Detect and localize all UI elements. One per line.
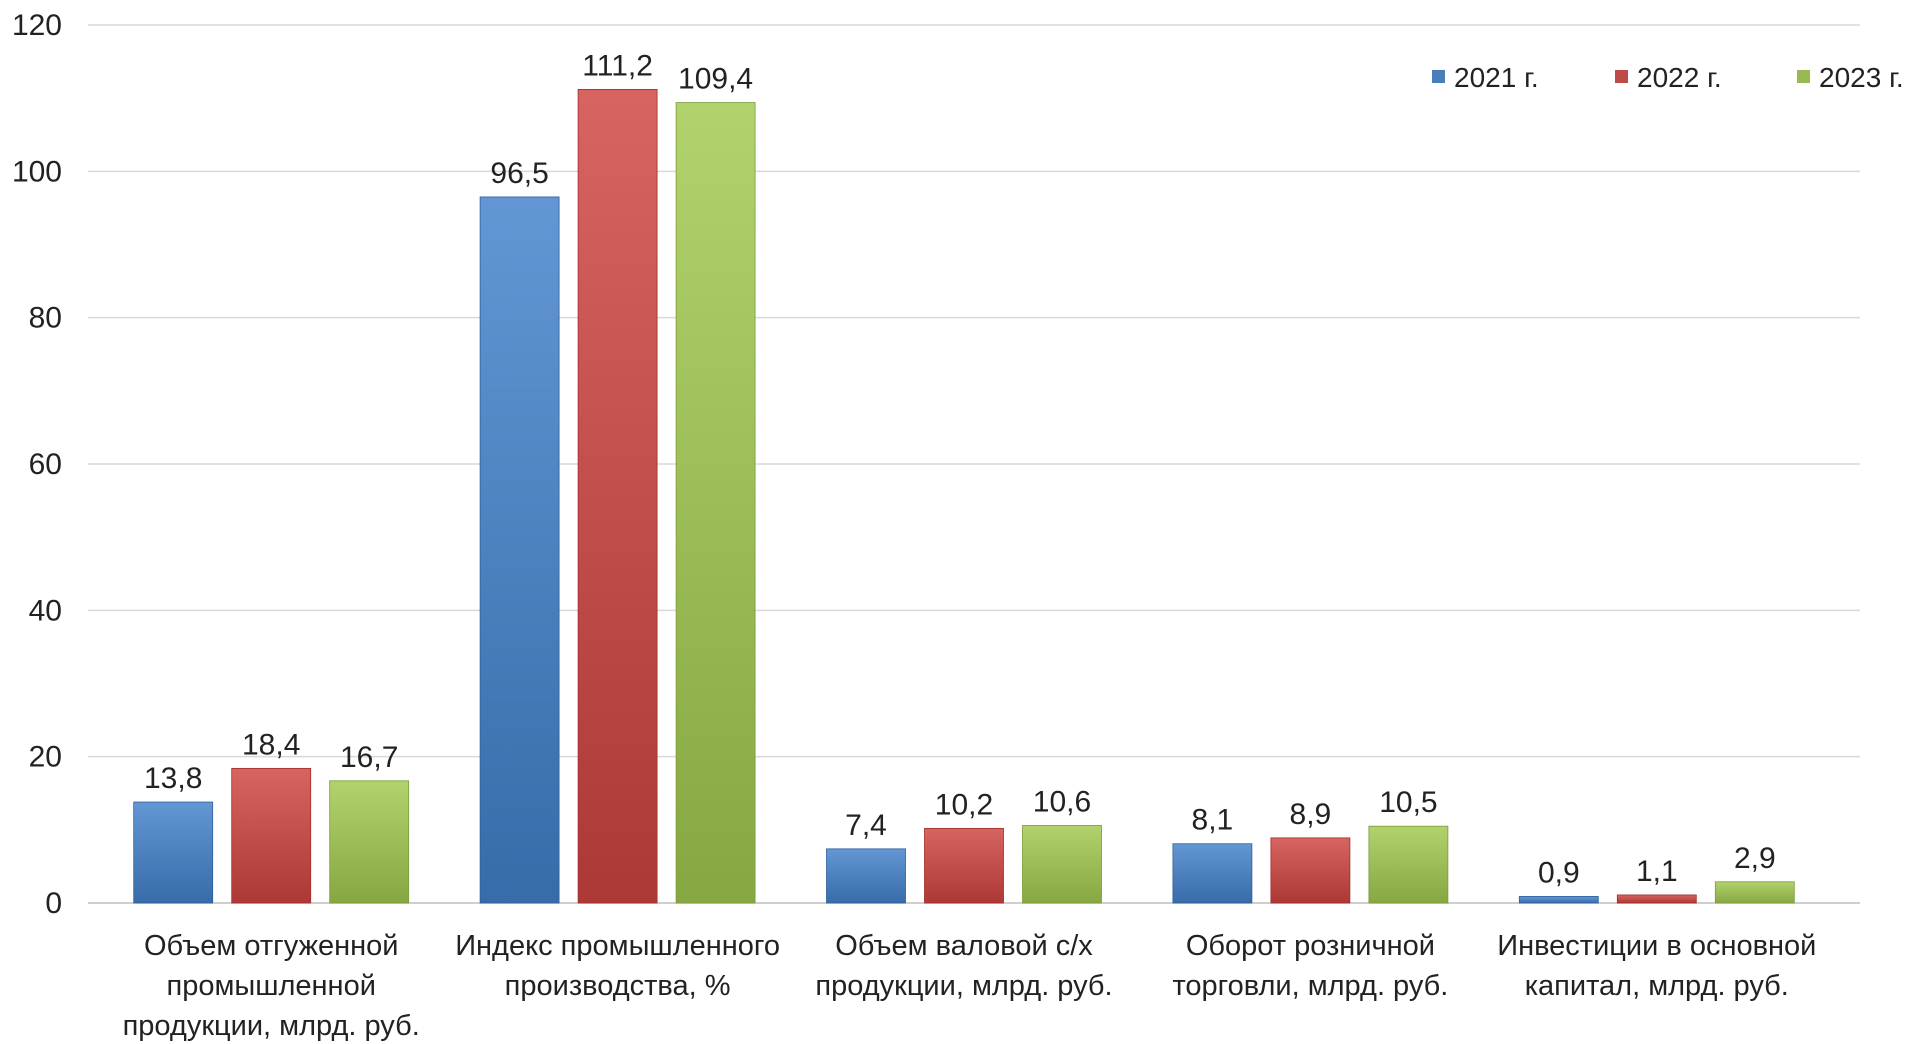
bar-2021г-cat1 [479,196,560,904]
y-tick-label: 120 [12,9,62,42]
data-label: 18,4 [242,728,300,761]
bar-2023г-cat2 [1022,825,1102,904]
bar-2023г-cat0 [329,780,410,904]
bars [133,88,1795,904]
y-tick-label: 0 [45,887,62,920]
legend-label: 2023 г. [1819,62,1904,93]
category-label-line: торговли, млрд. руб. [1172,970,1448,1002]
category-label-line: Объем валовой с/х [835,930,1093,962]
y-axis-ticks: 0 20 40 60 80 100 120 [12,9,62,920]
y-tick-label: 40 [29,594,62,627]
data-label: 8,1 [1192,804,1234,837]
category-label-line: капитал, млрд. руб. [1525,970,1789,1002]
data-label: 96,5 [490,157,548,190]
data-label: 10,2 [935,788,993,821]
gridlines [88,24,1860,904]
category-label-line: продукции, млрд. руб. [815,970,1112,1002]
bar-2023г-cat4 [1714,881,1795,904]
bar-2022г-cat2 [924,827,1004,904]
y-tick-label: 80 [29,302,62,335]
category-label-line: Индекс промышленного [455,930,780,962]
data-label: 1,1 [1636,855,1678,888]
legend-label: 2022 г. [1637,62,1722,93]
bar-2022г-cat0 [231,767,312,904]
legend-swatch [1615,70,1628,83]
category-label: Индекс промышленного производства, % [455,930,780,1002]
bar-2021г-cat0 [133,801,214,904]
category-label-line: промышленной [166,970,375,1002]
bar-2021г-cat3 [1172,843,1253,904]
legend-swatch [1432,70,1445,83]
data-label: 111,2 [582,49,653,82]
data-label: 16,7 [340,741,398,774]
y-tick-label: 60 [29,448,62,481]
data-label: 10,5 [1379,786,1437,819]
data-label: 2,9 [1734,842,1776,875]
bar-2021г-cat2 [826,848,906,904]
bar-2023г-cat1 [675,102,756,904]
bar-2022г-cat3 [1270,837,1351,904]
bar-2023г-cat3 [1368,825,1449,904]
bar-2022г-cat1 [577,88,658,904]
data-label: 0,9 [1538,856,1580,889]
category-label: Инвестиции в основной капитал, млрд. руб. [1497,930,1816,1002]
data-label: 109,4 [678,63,753,96]
category-label: Объем валовой с/х продукции, млрд. руб. [815,930,1112,1002]
legend-label: 2021 г. [1454,62,1539,93]
data-label: 13,8 [144,762,202,795]
bar-2022г-cat4 [1616,894,1697,904]
data-label: 7,4 [845,809,887,842]
data-label: 8,9 [1290,798,1332,831]
bar-2021г-cat4 [1518,896,1599,904]
y-tick-label: 20 [29,741,62,774]
data-label: 10,6 [1033,785,1091,818]
category-label-line: Оборот розничной [1186,930,1435,962]
legend-swatch [1797,70,1810,83]
category-label-line: Инвестиции в основной [1497,930,1816,962]
category-label-line: Объем отгуженной [144,930,399,962]
category-label-line: продукции, млрд. руб. [123,1010,420,1042]
category-label: Объем отгуженной промышленной продукции, м… [123,930,420,1042]
category-label-line: производства, % [505,970,731,1002]
category-labels: Объем отгуженной промышленной продукции, м… [123,930,1817,1042]
legend: 2021 г. 2022 г. 2023 г. [1432,62,1904,93]
category-label: Оборот розничной торговли, млрд. руб. [1172,930,1448,1002]
data-labels: 13,8 18,4 16,7 96,5 111,2 109,4 7,4 10,2 10,6 8,1… [144,49,1776,889]
y-tick-label: 100 [12,155,62,188]
